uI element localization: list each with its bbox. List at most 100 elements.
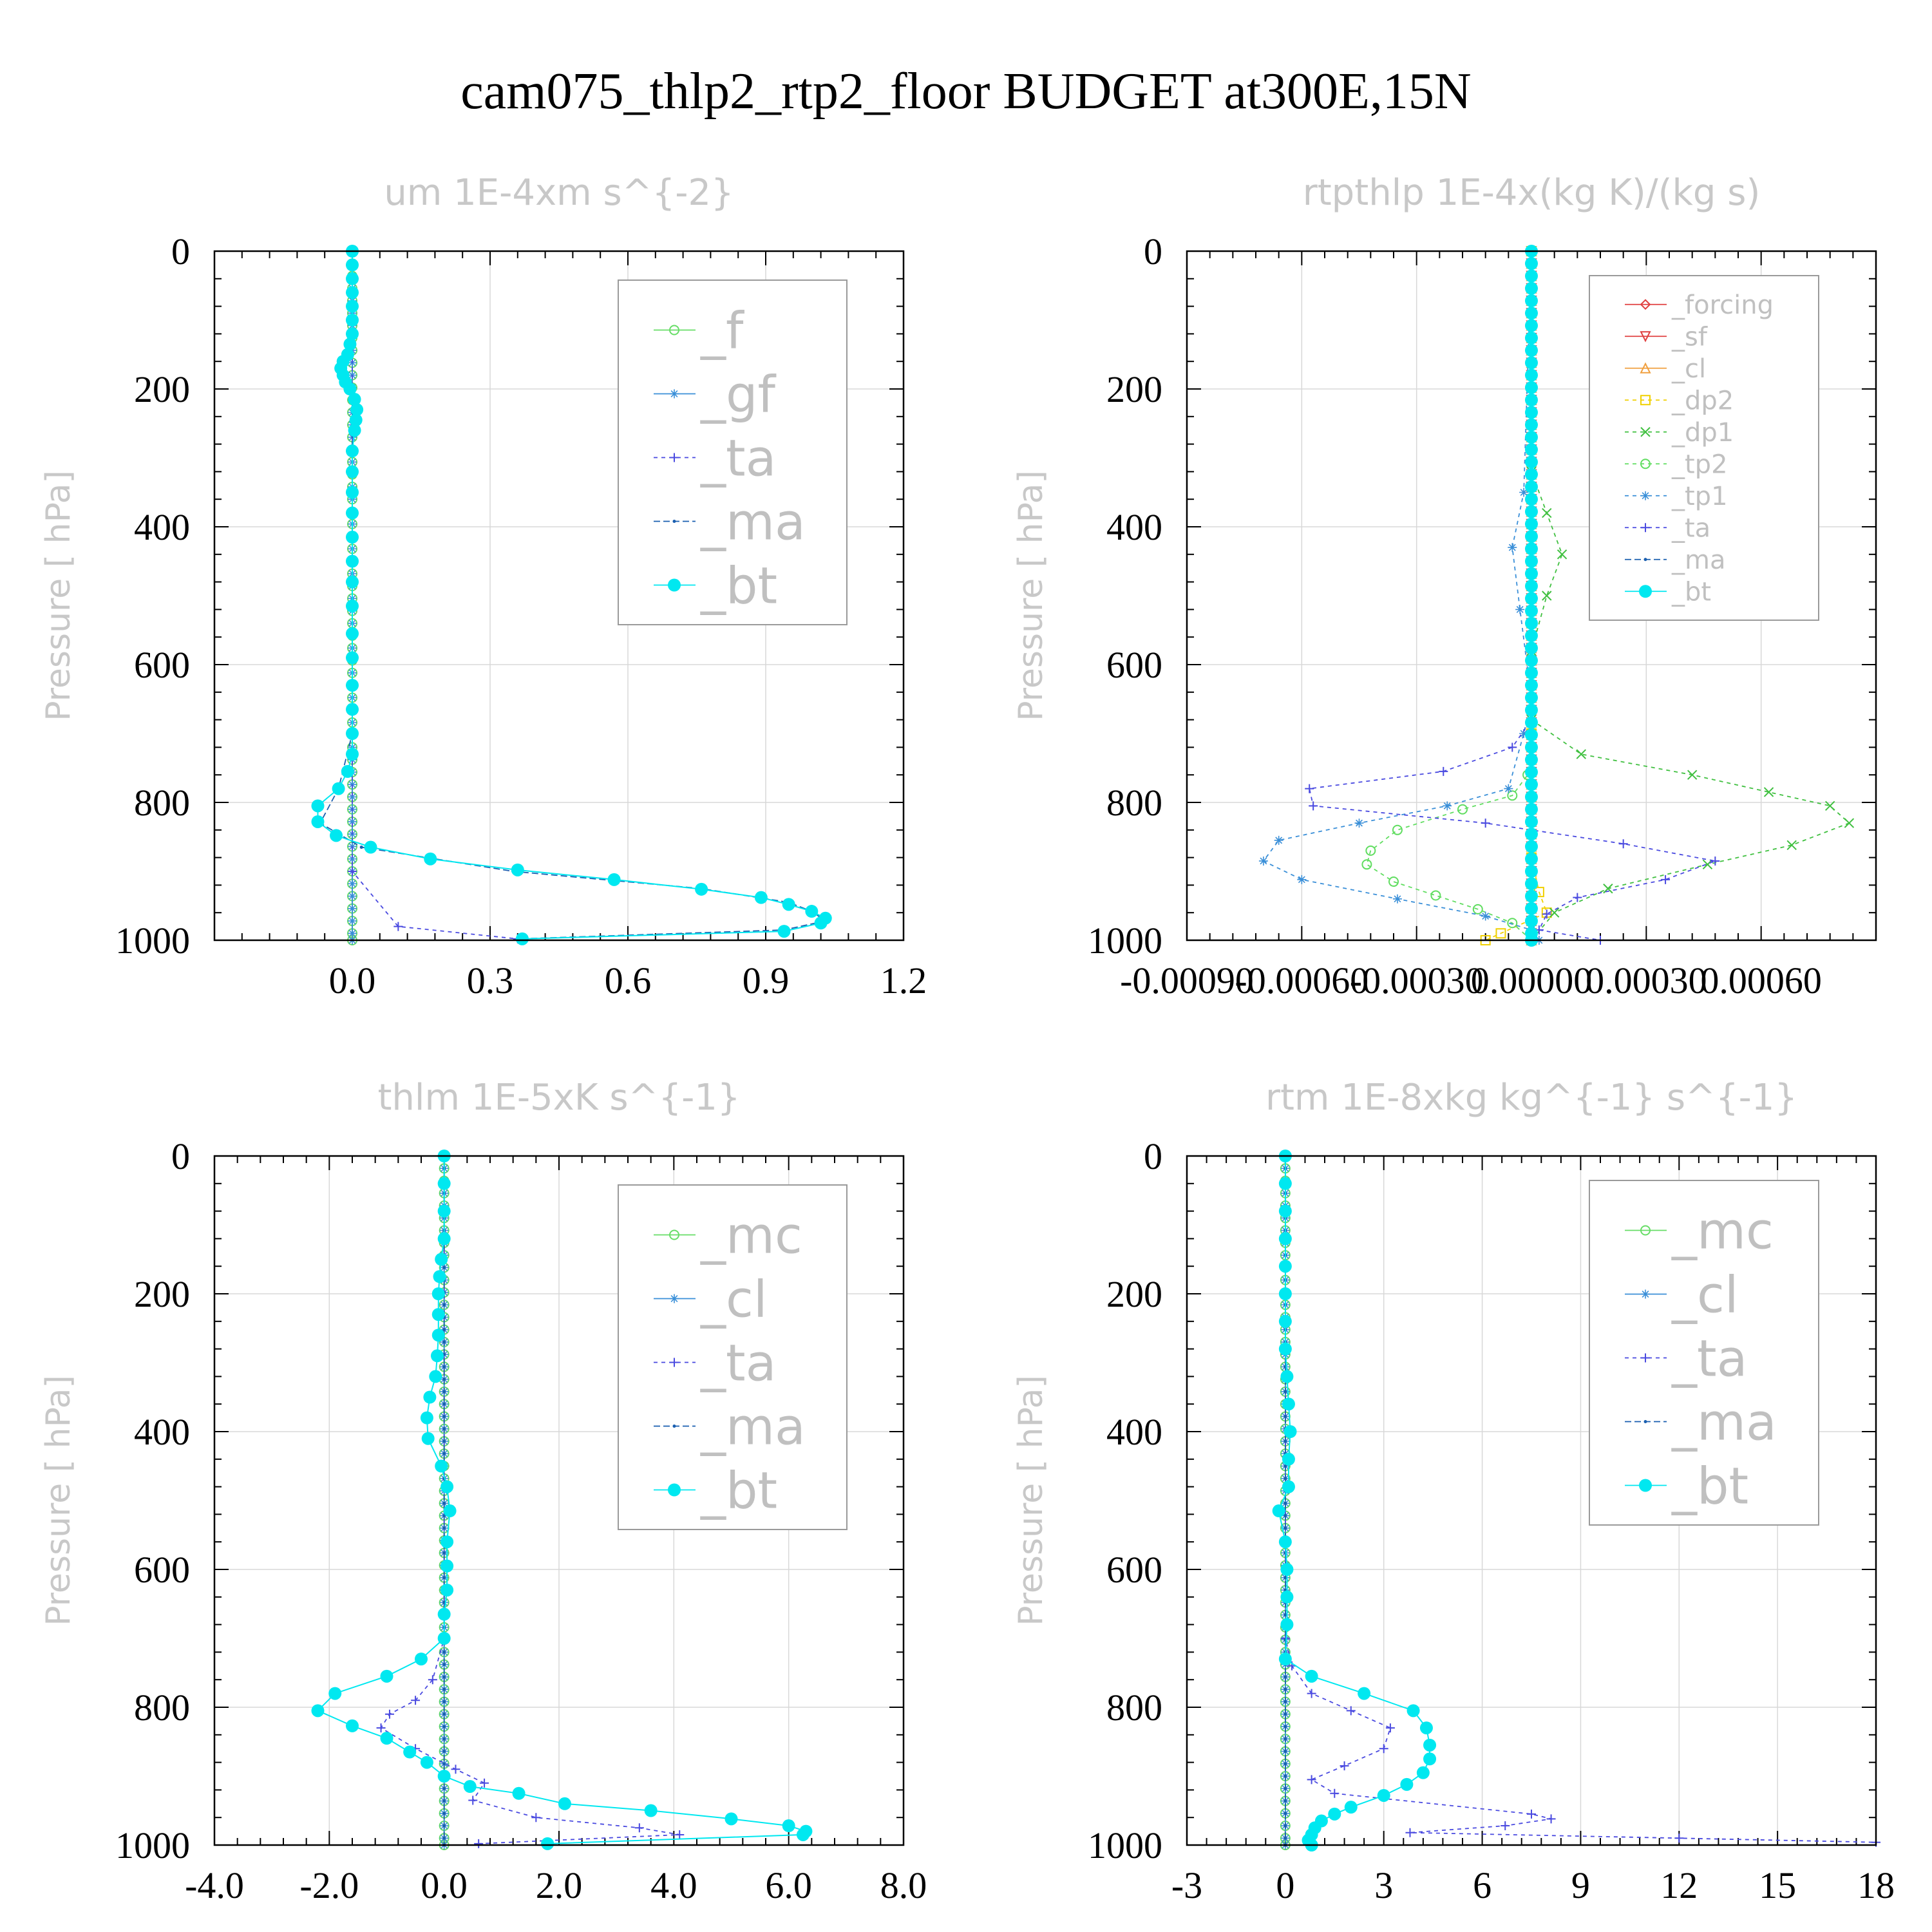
series-bt [311, 1150, 813, 1850]
legend-item-sf: _sf [1625, 323, 1708, 352]
data-point [440, 1480, 454, 1493]
data-point [644, 1804, 658, 1817]
legend-item-dp1: _dp1 [1625, 418, 1734, 448]
y-tick-label: 0 [171, 231, 190, 272]
plot-frame [1186, 250, 1877, 942]
data-point [442, 1439, 446, 1443]
data-point [1423, 1752, 1437, 1766]
plot-frame [1186, 1155, 1877, 1846]
data-point [442, 1328, 446, 1332]
legend-label: _cl [1671, 1267, 1739, 1325]
data-point [1525, 455, 1538, 469]
series-group [311, 1150, 813, 1850]
data-point [346, 600, 359, 613]
data-point [796, 1828, 810, 1841]
data-point [1297, 875, 1307, 884]
data-point [442, 1824, 446, 1828]
data-point [442, 1265, 446, 1269]
legend-marker [670, 1294, 679, 1303]
data-point [1283, 1501, 1287, 1505]
legend-label: _bt [1671, 578, 1711, 607]
x-tick-label: 8.0 [880, 1864, 927, 1906]
data-point [1278, 1232, 1292, 1245]
legend-label: _cl [1671, 354, 1706, 384]
data-point [431, 1287, 445, 1300]
legend-marker [1643, 1420, 1647, 1423]
data-point [1573, 893, 1582, 902]
x-tick-label: -0.00030 [1350, 960, 1484, 1001]
data-point [403, 1745, 417, 1759]
series-bt [311, 245, 832, 945]
data-point [1283, 1613, 1287, 1617]
data-point [348, 854, 357, 864]
data-point [1379, 1744, 1388, 1754]
data-point [1307, 1689, 1316, 1698]
data-point [1278, 1177, 1292, 1190]
data-point [437, 1177, 451, 1190]
data-point [1525, 654, 1538, 667]
data-point [1525, 257, 1538, 270]
x-tick-label: 0.0 [421, 1864, 468, 1906]
y-tick-label: 800 [134, 1687, 190, 1728]
data-point [1280, 1563, 1294, 1576]
data-point [1525, 381, 1538, 394]
data-point [607, 873, 621, 886]
legend-marker [668, 578, 681, 592]
data-point [1549, 907, 1560, 918]
data-point [1525, 616, 1538, 630]
x-tick-label: -3 [1171, 1864, 1202, 1906]
data-point [1283, 1514, 1287, 1518]
data-point [1283, 1799, 1287, 1803]
data-point [463, 1780, 477, 1794]
data-point [1525, 679, 1538, 692]
chart-panel-4: -3 0 3 6 9 12 15 18 0 200 400 600 800 1000 rtm 1E-8xkg… [1012, 1077, 1895, 1906]
legend-label: _ta [1671, 1331, 1747, 1388]
data-point [330, 829, 343, 842]
data-point [1501, 1821, 1510, 1831]
data-point [480, 1778, 489, 1788]
plot-frame [213, 1155, 905, 1846]
data-point [437, 1770, 451, 1783]
data-point [1328, 1807, 1341, 1821]
x-tick-label: 0.0 [329, 960, 376, 1001]
data-point [346, 727, 359, 740]
legend-marker [670, 1358, 679, 1367]
data-point [435, 1253, 448, 1266]
data-point [420, 1411, 433, 1425]
legend-item-gf: _gf [654, 366, 777, 424]
data-point [1525, 406, 1538, 419]
legend-label: _dp1 [1671, 418, 1734, 448]
data-point [1283, 1390, 1287, 1394]
data-point [1519, 488, 1529, 497]
data-point [440, 1559, 454, 1573]
data-point [1525, 914, 1538, 928]
data-point [1283, 1712, 1287, 1716]
data-point [1283, 1725, 1287, 1728]
y-tick-label: 0 [1144, 231, 1162, 272]
series-line [380, 1156, 680, 1844]
data-point [443, 1504, 457, 1518]
data-point [348, 817, 357, 826]
y-tick-label: 600 [1106, 644, 1162, 686]
legend-item-mc: _mc [654, 1208, 802, 1265]
data-point [724, 1812, 738, 1826]
legend-marker [670, 389, 679, 399]
data-point [348, 393, 361, 406]
data-point [348, 891, 357, 901]
data-point [1525, 580, 1538, 593]
y-tick-label: 200 [134, 368, 190, 410]
legend-item-bt: _bt [1625, 1458, 1748, 1516]
y-tick-label: 200 [134, 1273, 190, 1315]
y-tick-label: 1000 [115, 920, 190, 961]
legend-marker [672, 1425, 676, 1428]
series-bt [1525, 245, 1538, 947]
data-point [1283, 1576, 1287, 1580]
legend-item-cl: _cl [654, 1271, 768, 1329]
data-point [442, 1303, 446, 1307]
data-point [451, 1765, 460, 1774]
data-point [1457, 804, 1468, 815]
legend-label: _ta [700, 430, 776, 488]
data-point [346, 1719, 359, 1732]
data-point [1416, 1766, 1430, 1779]
data-point [1525, 307, 1538, 320]
